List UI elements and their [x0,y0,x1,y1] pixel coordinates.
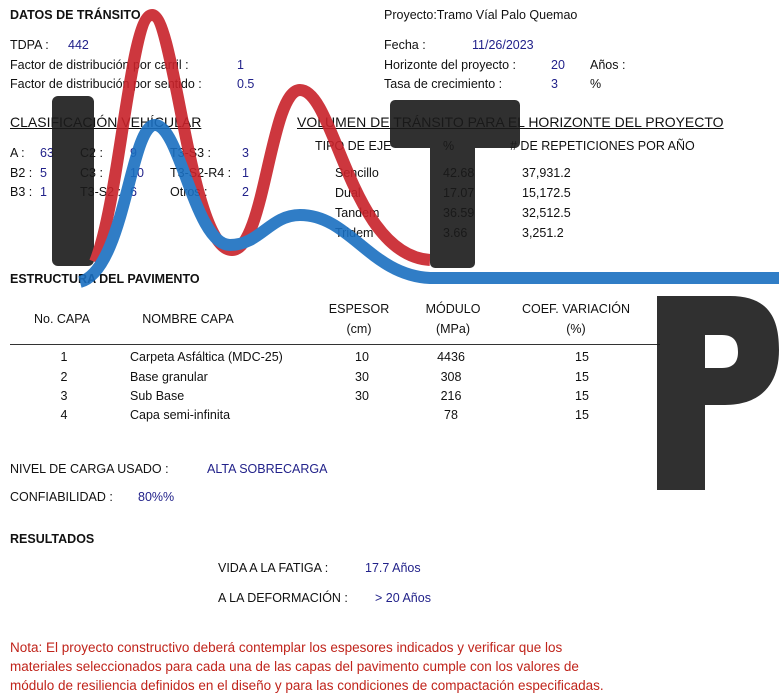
table-cell: Base granular [130,370,208,384]
note-line: Nota: El proyecto constructivo deberá co… [10,640,563,655]
field-value: 1 [237,58,244,72]
table-cell: 10 [355,350,369,364]
vehicle-value: 2 [242,185,249,199]
table-cell: 15 [575,350,589,364]
table-cell: 1 [60,350,68,364]
column-header: NOMBRE CAPA [142,312,234,326]
table-cell: 4 [60,408,68,422]
logo-letter-p [657,296,779,490]
table-cell: 216 [440,389,462,403]
table-cell: 15,172.5 [522,186,571,200]
field-label: Tasa de crecimiento : [384,77,503,91]
field-value: 20 [551,58,565,72]
result-label: A LA DEFORMACIÓN : [218,591,348,605]
table-cell: 32,512.5 [522,206,571,220]
vehicle-label: B3 : [10,185,33,199]
table-cell: 30 [355,389,369,403]
table-cell: 3,251.2 [522,226,564,240]
result-label: VIDA A LA FATIGA : [218,561,329,575]
table-cell: 15 [575,389,589,403]
column-header: No. CAPA [33,312,91,326]
vehicle-value: 5 [40,166,47,180]
field-label: TDPA : [10,38,49,52]
vehicle-label: Otros : [170,185,208,199]
section-title: ESTRUCTURA DEL PAVIMENTO [10,272,200,286]
field-value: 442 [68,38,89,52]
vehicle-label: T3-S2 : [80,185,121,199]
section-title: VOLUMEN DE TRÁNSITO PARA EL HORIZONTE DE… [297,114,724,130]
field-label: CONFIABILIDAD : [10,490,113,504]
table-cell: 308 [440,370,462,384]
vehicle-value: 10 [130,166,144,180]
column-header: % [443,139,455,153]
table-cell: Dual [335,186,361,200]
table-cell: 78 [444,408,458,422]
vehicle-value: 63 [40,146,54,160]
column-header: COEF. VARIACIÓN [521,302,631,316]
table-rule [10,344,660,345]
vehicle-label: C3 : [80,166,103,180]
field-label: Factor de distribución por carril : [10,58,189,72]
table-cell: 3.66 [443,226,468,240]
field-unit: Años : [590,58,626,72]
field-value: 11/26/2023 [472,38,534,52]
section-title: DATOS DE TRÁNSITO [10,8,141,22]
vehicle-value: 3 [242,146,249,160]
vehicle-label: T3-S3 : [170,146,211,160]
table-cell: 36.59 [443,206,475,220]
table-cell: Tandem [335,206,380,220]
column-header: MÓDULO [425,302,481,316]
table-cell: 42.68 [443,166,475,180]
field-value: ALTA SOBRECARGA [207,462,328,476]
field-label: Horizonte del proyecto : [384,58,517,72]
table-cell: Sub Base [130,389,185,403]
vehicle-label: C2 : [80,146,103,160]
vehicle-value: 9 [130,146,137,160]
column-header: TIPO DE EJE [315,139,392,153]
field-label: NIVEL DE CARGA USADO : [10,462,169,476]
table-cell: 15 [575,408,589,422]
note-line: módulo de resiliencia definidos en el di… [10,678,604,693]
column-header: (cm) [346,322,372,336]
table-cell: Capa semi-infinita [130,408,231,422]
project-name: Proyecto:Tramo Víal Palo Quemao [384,8,578,22]
result-value: 17.7 Años [365,561,421,575]
note-line: materiales seleccionados para cada una d… [10,659,579,674]
vehicle-label: B2 : [10,166,33,180]
table-cell: 15 [575,370,589,384]
table-cell: Carpeta Asfáltica (MDC-25) [130,350,283,364]
table-cell: 3 [60,389,68,403]
result-value: > 20 Años [375,591,431,605]
table-cell: 37,931.2 [522,166,571,180]
section-title: CLASIFICACIÓN VEHÍCULAR [10,114,202,130]
field-value: 0.5 [237,77,255,91]
field-unit: % [590,77,602,91]
vehicle-value: 1 [40,185,47,199]
field-label: Fecha : [384,38,426,52]
vehicle-label: T3-S2-R4 : [170,166,232,180]
field-label: Factor de distribución por sentido : [10,77,202,91]
vehicle-label: A : [10,146,25,160]
table-cell: 30 [355,370,369,384]
table-cell: Sencillo [335,166,379,180]
column-header: # DE REPETICIONES POR AÑO [510,139,695,153]
vehicle-value: 6 [130,185,137,199]
vehicle-value: 1 [242,166,249,180]
table-cell: Tridem [335,226,374,240]
section-title: RESULTADOS [10,532,95,546]
table-cell: 4436 [437,350,465,364]
field-value: 3 [551,77,558,91]
column-header: ESPESOR [328,302,390,316]
table-cell: 17.07 [443,186,475,200]
table-cell: 2 [60,370,68,384]
column-header: (MPa) [435,322,471,336]
column-header: (%) [566,322,586,336]
field-value: 80%% [138,490,175,504]
